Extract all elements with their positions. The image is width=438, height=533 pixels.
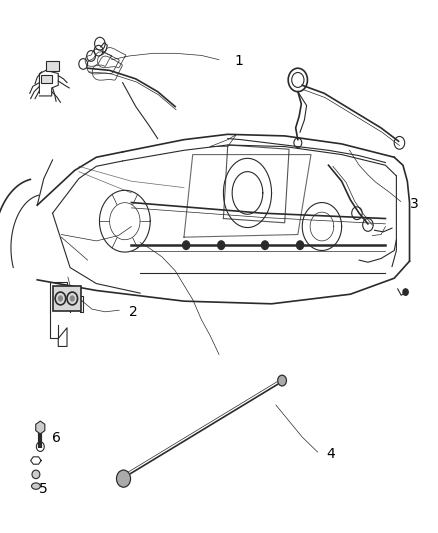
Circle shape — [218, 241, 225, 249]
Circle shape — [297, 241, 304, 249]
Circle shape — [278, 375, 286, 386]
Circle shape — [117, 470, 131, 487]
FancyBboxPatch shape — [53, 286, 81, 311]
Circle shape — [261, 241, 268, 249]
Circle shape — [183, 241, 190, 249]
Text: 5: 5 — [39, 482, 47, 496]
Text: 1: 1 — [234, 54, 243, 68]
Circle shape — [70, 295, 75, 302]
Ellipse shape — [32, 470, 40, 479]
Ellipse shape — [32, 483, 40, 489]
Text: 3: 3 — [410, 197, 418, 211]
Text: 2: 2 — [129, 305, 138, 319]
Circle shape — [58, 295, 63, 302]
Text: 6: 6 — [52, 431, 60, 445]
FancyBboxPatch shape — [46, 61, 59, 71]
FancyBboxPatch shape — [41, 75, 52, 83]
Text: 4: 4 — [326, 447, 335, 461]
Circle shape — [403, 289, 408, 295]
